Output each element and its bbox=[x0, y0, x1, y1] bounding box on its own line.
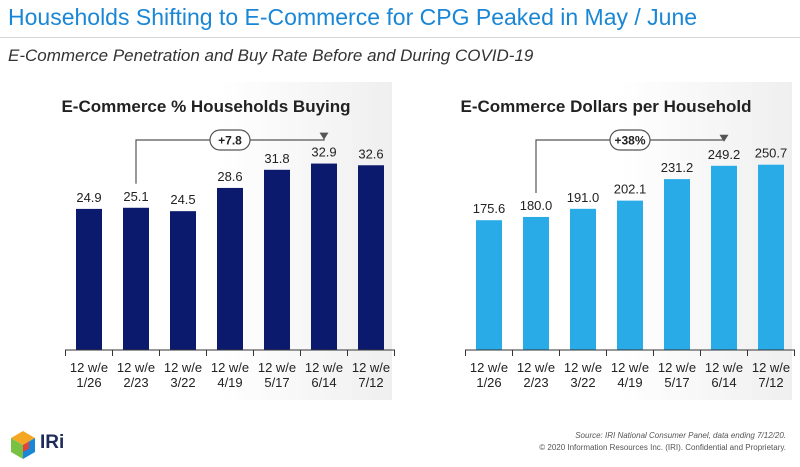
x-tick-label: 1/26 bbox=[76, 375, 101, 390]
x-tick-label: 12 w/e bbox=[70, 360, 108, 375]
data-label: 32.6 bbox=[358, 146, 383, 161]
annotation-pill bbox=[209, 129, 251, 151]
data-label: 32.9 bbox=[311, 145, 336, 160]
bar bbox=[358, 165, 384, 350]
data-label: 249.2 bbox=[708, 147, 741, 162]
data-label: 180.0 bbox=[520, 198, 553, 213]
x-tick-label: 12 w/e bbox=[305, 360, 343, 375]
bar bbox=[76, 208, 102, 350]
bar bbox=[170, 211, 196, 350]
x-tick-label: 12 w/e bbox=[658, 360, 696, 375]
x-tick-label: 6/14 bbox=[311, 375, 336, 390]
bar bbox=[217, 187, 243, 350]
bar bbox=[264, 169, 290, 350]
x-tick-label: 4/19 bbox=[217, 375, 242, 390]
x-tick-label: 7/12 bbox=[358, 375, 383, 390]
bar bbox=[123, 207, 149, 350]
x-tick-label: 12 w/e bbox=[352, 360, 390, 375]
bar bbox=[758, 164, 784, 350]
iri-logo: IRi bbox=[10, 428, 80, 462]
annotation-pill bbox=[609, 129, 651, 151]
annotation-arrow bbox=[719, 134, 729, 142]
x-tick-label: 3/22 bbox=[570, 375, 595, 390]
chart-title: E-Commerce Dollars per Household bbox=[461, 97, 752, 116]
data-label: 24.5 bbox=[170, 192, 195, 207]
x-tick-label: 12 w/e bbox=[752, 360, 790, 375]
dollars-per-household-chart: E-Commerce Dollars per Household 175.6 12 … bbox=[461, 97, 795, 390]
bar bbox=[570, 208, 596, 350]
annotation-label: +7.8 bbox=[218, 134, 242, 148]
bar bbox=[711, 165, 737, 350]
bar bbox=[311, 163, 337, 350]
annotation-arrow bbox=[319, 132, 329, 140]
bar bbox=[523, 216, 549, 350]
x-tick-label: 2/23 bbox=[523, 375, 548, 390]
chart-title: E-Commerce % Households Buying bbox=[61, 97, 350, 116]
page-title: Households Shifting to E-Commerce for CP… bbox=[8, 4, 698, 30]
x-tick-label: 7/12 bbox=[758, 375, 783, 390]
annotation-label: +38% bbox=[614, 134, 645, 148]
data-label: 31.8 bbox=[264, 151, 289, 166]
x-tick-label: 12 w/e bbox=[470, 360, 508, 375]
x-tick-label: 4/19 bbox=[617, 375, 642, 390]
source-note: Source: IRI National Consumer Panel, dat… bbox=[575, 431, 786, 440]
x-tick-label: 12 w/e bbox=[164, 360, 202, 375]
x-tick-label: 12 w/e bbox=[517, 360, 555, 375]
bar bbox=[476, 220, 502, 350]
x-tick-label: 6/14 bbox=[711, 375, 736, 390]
iri-logo-text: IRi bbox=[40, 432, 65, 453]
households-buying-chart: E-Commerce % Households Buying 24.9 12 w/e… bbox=[61, 97, 395, 390]
data-label: 202.1 bbox=[614, 182, 647, 197]
bar bbox=[664, 179, 690, 350]
x-tick-label: 12 w/e bbox=[564, 360, 602, 375]
iri-logo-cube-icon bbox=[11, 431, 35, 459]
data-label: 28.6 bbox=[217, 169, 242, 184]
x-tick-label: 12 w/e bbox=[117, 360, 155, 375]
title-divider bbox=[0, 37, 800, 38]
data-label: 24.9 bbox=[76, 190, 101, 205]
x-tick-label: 5/17 bbox=[264, 375, 289, 390]
copyright-note: © 2020 Information Resources Inc. (IRI).… bbox=[539, 443, 786, 452]
data-label: 175.6 bbox=[473, 201, 506, 216]
data-label: 231.2 bbox=[661, 160, 694, 175]
page-subtitle: E-Commerce Penetration and Buy Rate Befo… bbox=[8, 46, 534, 65]
x-tick-label: 1/26 bbox=[476, 375, 501, 390]
x-tick-label: 12 w/e bbox=[211, 360, 249, 375]
x-tick-label: 3/22 bbox=[170, 375, 195, 390]
data-label: 191.0 bbox=[567, 190, 600, 205]
bar bbox=[617, 200, 643, 350]
data-label: 25.1 bbox=[123, 189, 148, 204]
x-tick-label: 2/23 bbox=[123, 375, 148, 390]
x-tick-label: 12 w/e bbox=[258, 360, 296, 375]
x-tick-label: 5/17 bbox=[664, 375, 689, 390]
x-tick-label: 12 w/e bbox=[611, 360, 649, 375]
x-tick-label: 12 w/e bbox=[705, 360, 743, 375]
data-label: 250.7 bbox=[755, 146, 788, 161]
